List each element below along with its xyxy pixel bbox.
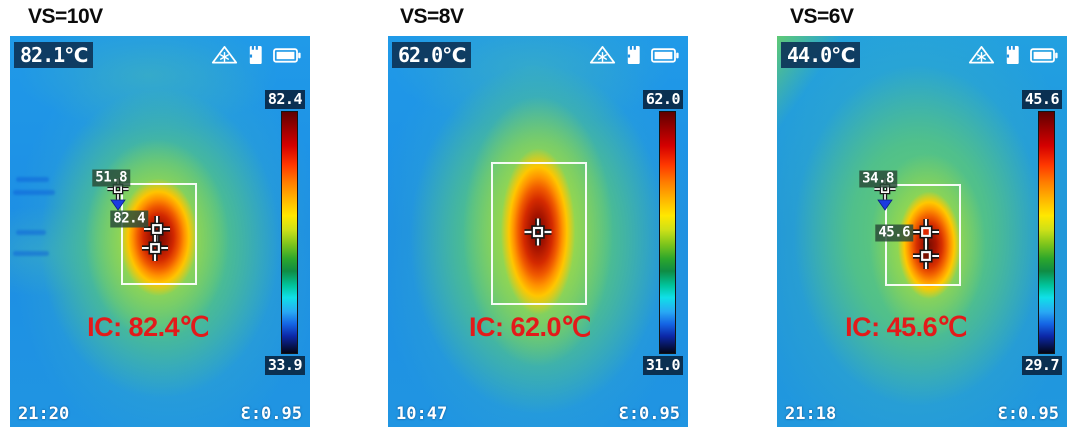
thermal-panel-vs6: VS=6V 44.0℃	[777, 0, 1067, 427]
thermal-cold-streak	[13, 190, 55, 196]
emissivity-readout: Ɛ:0.95	[240, 404, 302, 424]
thermal-screen: 82.1℃	[10, 36, 310, 427]
clock-readout: 10:47	[396, 404, 448, 424]
sd-card-icon	[1006, 45, 1019, 65]
panel-title: VS=8V	[400, 5, 464, 28]
battery-icon	[651, 47, 679, 63]
thermal-screen: 62.0℃	[388, 36, 688, 427]
scale-min-label: 33.9	[264, 356, 305, 376]
spot-temperature-readout: 62.0℃	[392, 42, 472, 68]
battery-icon	[1030, 47, 1058, 63]
spot-temperature-readout: 82.1℃	[14, 42, 94, 68]
temperature-colorbar	[659, 111, 676, 354]
center-crosshair-icon	[524, 218, 552, 246]
thermal-panel-vs10: VS=10V 82.1℃	[10, 0, 310, 427]
laser-warning-icon	[589, 46, 616, 64]
scale-max-label: 62.0	[642, 90, 683, 110]
scale-min-label: 31.0	[642, 356, 683, 376]
hot-marker-temp-label: 82.4	[110, 210, 148, 228]
scale-min-label: 29.7	[1021, 356, 1062, 376]
center-crosshair-icon	[913, 243, 940, 270]
roi-rectangle	[490, 161, 587, 306]
ic-temperature-annotation: IC: 62.0℃	[468, 312, 591, 343]
emissivity-readout: Ɛ:0.95	[997, 404, 1059, 424]
thermal-image-background	[388, 36, 688, 427]
panel-title: VS=6V	[790, 5, 854, 28]
battery-icon	[273, 47, 301, 63]
thermal-cold-streak	[13, 251, 49, 257]
hot-crosshair-icon	[913, 218, 940, 245]
panel-title: VS=10V	[28, 5, 103, 28]
emissivity-readout: Ɛ:0.95	[618, 404, 680, 424]
center-crosshair-icon	[141, 234, 168, 261]
aux-marker-temp-label: 34.8	[859, 170, 897, 188]
roi-rectangle	[121, 183, 197, 286]
status-icon-bar	[968, 45, 1058, 65]
pointer-arrow-icon	[110, 199, 126, 211]
sd-card-icon	[627, 45, 640, 65]
status-icon-bar	[211, 45, 301, 65]
hot-marker-temp-label: 45.6	[875, 224, 914, 242]
thermal-screen: 44.0℃	[777, 36, 1067, 427]
temperature-colorbar	[281, 111, 298, 354]
ic-temperature-annotation: IC: 45.6℃	[845, 312, 967, 343]
thermal-cold-streak	[16, 229, 46, 235]
laser-warning-icon	[211, 46, 238, 64]
temperature-colorbar	[1038, 111, 1055, 354]
sd-card-icon	[249, 45, 262, 65]
laser-warning-icon	[968, 46, 995, 64]
status-icon-bar	[589, 45, 679, 65]
scale-max-label: 45.6	[1021, 90, 1062, 110]
thermal-panel-vs8: VS=8V 62.0℃	[388, 0, 688, 427]
thermal-cold-streak	[16, 176, 49, 182]
pointer-arrow-icon	[877, 199, 893, 211]
ic-temperature-annotation: IC: 82.4℃	[87, 312, 209, 343]
scale-max-label: 82.4	[264, 90, 305, 110]
clock-readout: 21:18	[785, 404, 837, 424]
spot-temperature-readout: 44.0℃	[781, 42, 861, 68]
aux-marker-temp-label: 51.8	[92, 169, 130, 187]
clock-readout: 21:20	[18, 404, 70, 424]
